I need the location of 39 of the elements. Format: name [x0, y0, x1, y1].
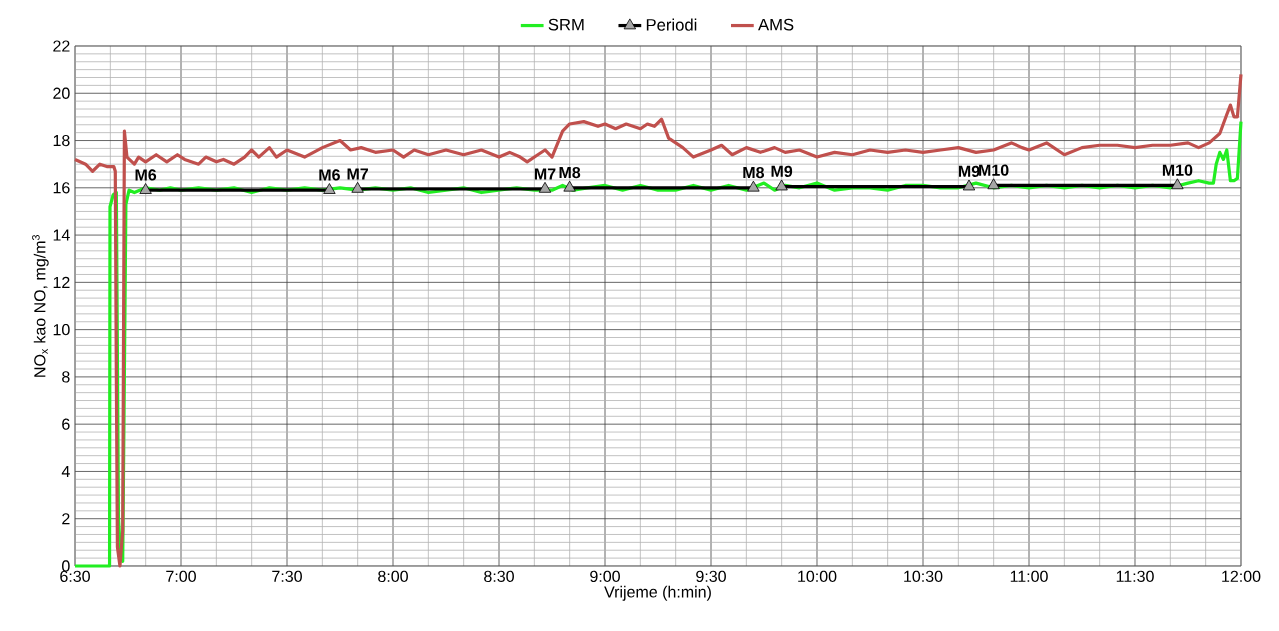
y-tick-label: 16: [53, 182, 70, 194]
x-tick-label: 6:30: [60, 570, 90, 583]
y-tick-label: 8: [62, 371, 70, 383]
y-tick-label: 14: [53, 229, 70, 241]
x-tick-label: 11:30: [1116, 570, 1154, 583]
x-tick-label: 7:00: [166, 570, 196, 583]
y-tick-label: 10: [53, 323, 70, 336]
annotation: M8: [559, 166, 581, 179]
y-tick-label: 4: [61, 465, 70, 477]
legend-label: SRM: [548, 18, 584, 31]
y-tick-label: 20: [53, 87, 70, 99]
annotation: M7: [534, 168, 556, 180]
y-tick-label: 22: [53, 40, 70, 52]
x-tick-label: 10:00: [798, 570, 837, 583]
y-tick-label: 2: [62, 513, 70, 525]
annotation: M8: [743, 166, 765, 179]
y-tick-label: 0: [62, 560, 70, 572]
x-tick-label: 10:30: [904, 570, 943, 583]
y-tick-label: 18: [53, 134, 70, 147]
annotation: M6: [135, 169, 157, 181]
x-tick-label: 9:00: [590, 570, 620, 583]
annotation: M7: [347, 168, 369, 180]
x-tick-label: 8:00: [378, 570, 408, 583]
annotation: M9: [771, 165, 793, 178]
x-tick-label: 12:00: [1222, 570, 1261, 583]
annotation: M10: [1162, 164, 1193, 176]
annotation: M6: [319, 169, 340, 181]
x-tick-label: 8:30: [484, 570, 514, 583]
legend-label: AMS: [758, 18, 794, 31]
y-tick-label: 6: [62, 418, 70, 430]
x-tick-label: 9:30: [696, 570, 726, 583]
annotation: M9: [958, 165, 980, 178]
y-tick-label: 12: [53, 276, 70, 288]
y-axis-title: NO$_{x}$ kao NO, mg/m$^{3}$: [32, 235, 49, 377]
x-axis-title: Vrijeme (h:min): [604, 585, 711, 601]
x-tick-label: 7:30: [272, 570, 302, 583]
x-tick-label: 11:00: [1010, 570, 1048, 583]
legend-label: Periodi: [646, 18, 697, 31]
annotation: M10: [979, 164, 1009, 176]
